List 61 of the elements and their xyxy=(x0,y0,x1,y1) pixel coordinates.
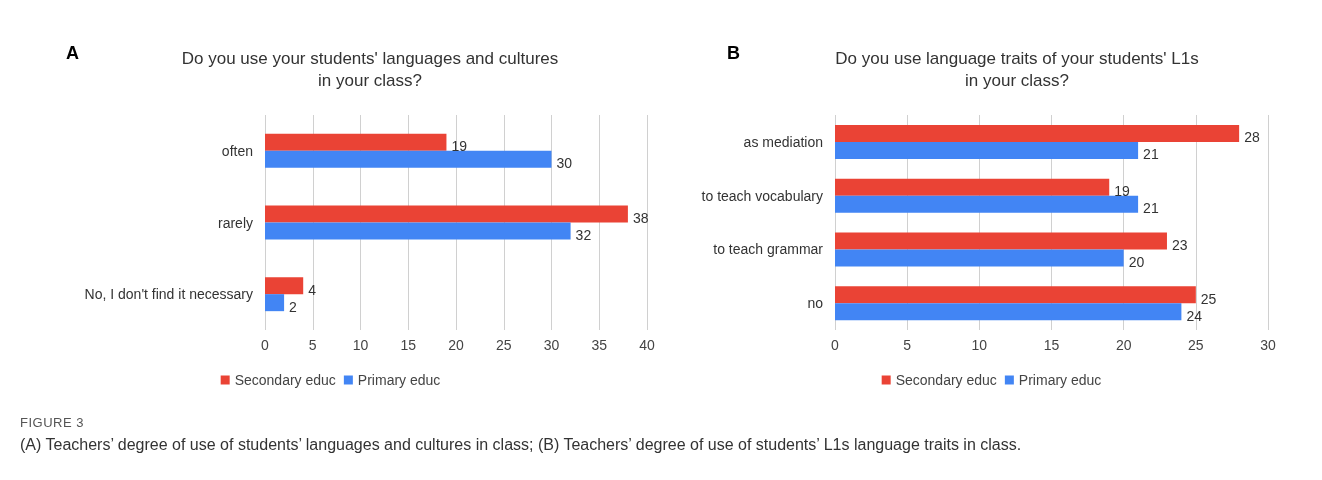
x-tick-label: 5 xyxy=(308,337,317,353)
data-label: 4 xyxy=(308,281,317,298)
caption: FIGURE 3 xyxy=(20,415,85,430)
legend-label: Secondary educ xyxy=(234,372,336,388)
chart-title: Do you use language traits of your students' L1s in your class? xyxy=(835,48,1199,90)
x-tick-label: 25 xyxy=(1188,337,1204,353)
chart-title: Do you use your students' languages and cultures in your class? xyxy=(181,48,559,90)
x-tick-label: 30 xyxy=(1260,337,1276,353)
legend-label: Primary educ xyxy=(357,372,441,388)
data-label: 32 xyxy=(575,227,592,243)
x-tick-label: 0 xyxy=(261,337,270,353)
y-tick-label: as mediation xyxy=(743,133,823,150)
data-label: 28 xyxy=(1244,129,1260,146)
bar xyxy=(835,232,1167,250)
text: (A) Teachers’ degree of use of students’ languages and cultures in class; (B) Teachers’ degree of use of students’ L1s language traits in class. xyxy=(20,436,1023,454)
x-tick-label: 35 xyxy=(591,337,608,353)
x-tick-label: 10 xyxy=(352,337,369,353)
data-label: 23 xyxy=(1171,236,1188,253)
bar xyxy=(265,222,571,240)
data-label: 20 xyxy=(1128,253,1145,270)
x-tick-label: 40 xyxy=(639,337,655,353)
y-tick-label: no xyxy=(807,295,824,312)
x-tick-label: 15 xyxy=(1043,337,1060,353)
x-tick-label: 30 xyxy=(543,337,560,353)
data-label: 2 xyxy=(289,298,298,315)
bar xyxy=(835,124,1240,142)
legend-label: Secondary educ xyxy=(895,372,997,388)
data-label: 21 xyxy=(1143,146,1159,163)
y-tick-label: to teach grammar xyxy=(713,241,824,258)
bar xyxy=(835,286,1196,304)
text: A xyxy=(66,43,79,63)
x-tick-label: 20 xyxy=(1115,337,1132,353)
data-label: 25 xyxy=(1200,290,1217,307)
data-label: 19 xyxy=(451,138,468,155)
x-tick-label: 20 xyxy=(448,337,464,353)
text: B xyxy=(727,43,740,63)
bar xyxy=(265,294,285,312)
data-label: 21 xyxy=(1143,200,1159,217)
bar xyxy=(265,205,628,223)
y-tick-label: rarely xyxy=(217,214,253,231)
bar xyxy=(265,133,447,151)
y-tick-label: often xyxy=(221,142,253,159)
bar xyxy=(265,150,552,168)
bar xyxy=(835,141,1139,159)
x-tick-label: 0 xyxy=(831,337,840,353)
bar xyxy=(265,277,304,295)
data-label: 38 xyxy=(632,210,649,226)
x-tick-label: 25 xyxy=(495,337,512,353)
bar xyxy=(835,178,1110,196)
x-tick-label: 15 xyxy=(400,337,417,353)
data-label: 30 xyxy=(556,155,573,172)
bar xyxy=(835,249,1124,267)
y-tick-label: to teach vocabulary xyxy=(701,187,823,204)
x-tick-label: 10 xyxy=(971,337,988,353)
legend-label: Primary educ xyxy=(1018,372,1102,388)
data-label: 19 xyxy=(1114,183,1131,200)
bar xyxy=(835,195,1139,213)
data-label: 24 xyxy=(1186,307,1203,324)
bar xyxy=(835,303,1182,321)
y-tick-label: No, I don't find it necessary xyxy=(84,286,253,303)
x-tick-label: 5 xyxy=(903,337,912,353)
